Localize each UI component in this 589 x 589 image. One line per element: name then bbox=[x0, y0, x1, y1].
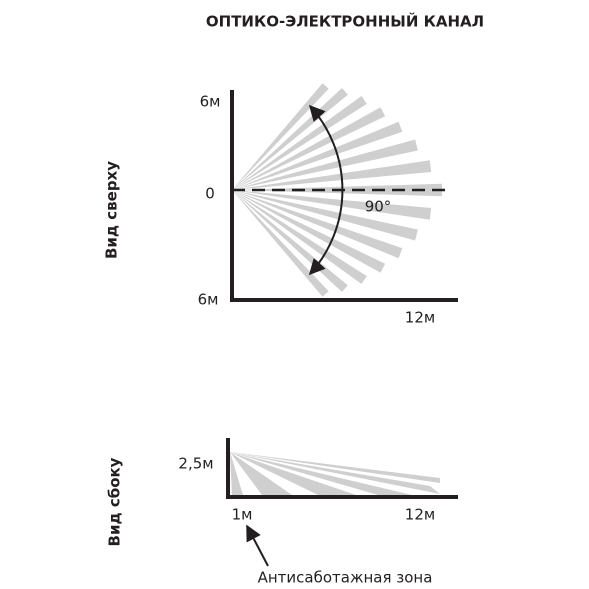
zone bbox=[230, 452, 412, 495]
note: Антисаботажная зона bbox=[258, 569, 433, 587]
zone bbox=[232, 190, 367, 285]
zone bbox=[232, 190, 329, 297]
label: 1м bbox=[232, 506, 253, 524]
zone bbox=[230, 452, 243, 495]
view-label: Вид сверху bbox=[103, 161, 121, 259]
zone bbox=[230, 452, 440, 483]
label: 0 bbox=[205, 185, 215, 203]
label: 12м bbox=[405, 309, 435, 327]
zone bbox=[232, 190, 432, 220]
angle-label: 90° bbox=[365, 198, 392, 216]
label: 12м bbox=[405, 506, 435, 524]
zone bbox=[232, 95, 367, 190]
zone bbox=[232, 190, 386, 273]
title: ОПТИКО-ЭЛЕКТРОННЫЙ КАНАЛ bbox=[206, 12, 484, 31]
zone bbox=[232, 160, 432, 190]
zone bbox=[232, 83, 329, 190]
angle-arc bbox=[308, 104, 344, 276]
zone bbox=[230, 452, 356, 495]
view-label: Вид сбоку bbox=[106, 457, 124, 546]
side-fan bbox=[230, 452, 440, 495]
label: 6м bbox=[198, 291, 219, 309]
pointer-arrow bbox=[246, 524, 269, 567]
zone bbox=[232, 107, 386, 190]
zone bbox=[230, 452, 292, 495]
zone bbox=[230, 452, 440, 494]
label: 2,5м bbox=[178, 455, 213, 473]
label: 6м bbox=[200, 93, 221, 111]
